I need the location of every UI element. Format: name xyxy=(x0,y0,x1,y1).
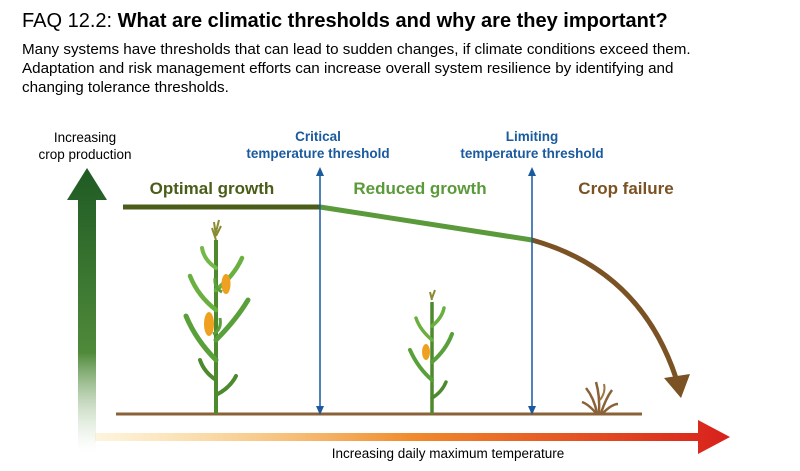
intro-line-1: Many systems have thresholds that can le… xyxy=(22,41,691,58)
medium-maize-plant-icon xyxy=(408,289,454,414)
withered-plant-icon xyxy=(581,381,619,414)
faq-question: What are climatic thresholds and why are… xyxy=(117,10,668,32)
critical-threshold-label-line1: Critical xyxy=(295,129,341,144)
reduced-growth-label: Reduced growth xyxy=(353,179,486,198)
faq-title: FAQ 12.2: What are climatic thresholds a… xyxy=(22,10,668,33)
intro-text: Many systems have thresholds that can le… xyxy=(22,40,792,97)
y-axis-label-line1: Increasing xyxy=(54,130,116,145)
limiting-threshold-line xyxy=(528,167,536,415)
x-axis-arrow xyxy=(95,420,730,454)
critical-threshold-label-line2: temperature threshold xyxy=(246,146,389,161)
faq-number: FAQ 12.2: xyxy=(22,10,113,32)
limiting-threshold-label-line2: temperature threshold xyxy=(460,146,603,161)
intro-line-2: Adaptation and risk management efforts c… xyxy=(22,60,674,77)
y-axis-label-line2: crop production xyxy=(38,147,131,162)
intro-line-3: changing tolerance thresholds. xyxy=(22,79,229,96)
optimal-growth-label: Optimal growth xyxy=(150,179,275,198)
limiting-threshold-label-line1: Limiting xyxy=(506,129,559,144)
reduced-growth-line xyxy=(319,204,533,243)
crop-failure-curve xyxy=(531,237,679,379)
tall-maize-plant-icon xyxy=(183,219,251,414)
crop-failure-arrowhead xyxy=(664,374,690,398)
x-axis-label: Increasing daily maximum temperature xyxy=(332,446,565,461)
crop-failure-label: Crop failure xyxy=(578,179,673,198)
y-axis-arrow xyxy=(67,168,107,452)
critical-threshold-line xyxy=(316,167,324,415)
